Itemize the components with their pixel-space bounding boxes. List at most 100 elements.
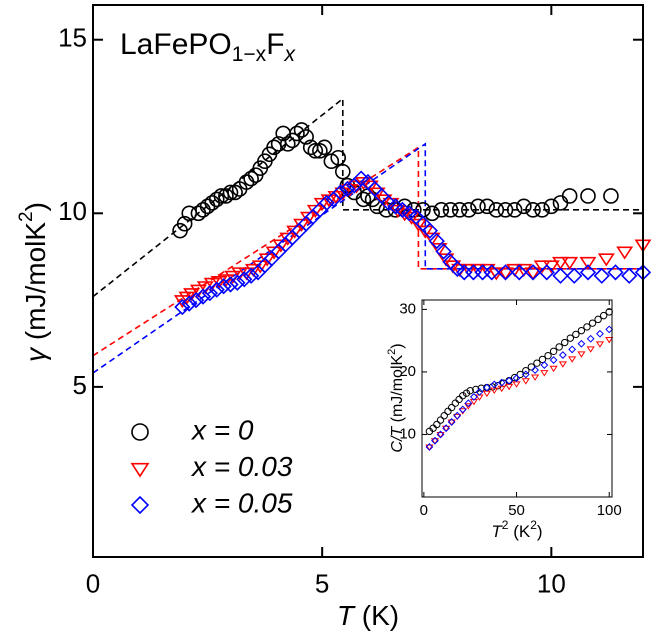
label-part: C/T bbox=[389, 426, 406, 453]
data-point bbox=[440, 411, 448, 420]
data-point bbox=[429, 424, 437, 432]
data-point bbox=[572, 330, 580, 339]
fit-line bbox=[92, 142, 643, 374]
data-point bbox=[577, 339, 586, 348]
data-point bbox=[423, 232, 441, 246]
data-point bbox=[577, 326, 586, 335]
data-point bbox=[435, 243, 452, 260]
data-point bbox=[552, 256, 569, 271]
data-point bbox=[586, 346, 595, 353]
data-point bbox=[568, 345, 577, 354]
data-point bbox=[218, 188, 234, 204]
data-point bbox=[530, 374, 540, 381]
data-point bbox=[464, 399, 473, 408]
data-point bbox=[599, 311, 608, 320]
data-point bbox=[566, 334, 574, 342]
data-point bbox=[334, 163, 351, 180]
data-point bbox=[187, 291, 205, 309]
data-point bbox=[597, 253, 615, 267]
data-point bbox=[469, 263, 487, 277]
data-point bbox=[425, 443, 434, 451]
data-point bbox=[549, 356, 558, 364]
y-tick-label: 30 bbox=[399, 300, 416, 317]
data-point bbox=[552, 195, 569, 211]
label-part: 2 bbox=[16, 211, 37, 222]
data-point bbox=[469, 393, 478, 401]
label-part: γ bbox=[20, 346, 51, 362]
label-part: (K) bbox=[354, 600, 399, 631]
label-part: (mJ/molK bbox=[389, 355, 406, 427]
data-point bbox=[421, 222, 439, 239]
data-point bbox=[330, 149, 347, 166]
data-point bbox=[516, 370, 524, 379]
legend-marker bbox=[131, 423, 149, 441]
data-point bbox=[215, 278, 232, 295]
data-point bbox=[289, 125, 305, 142]
data-point bbox=[533, 359, 541, 367]
data-point bbox=[580, 188, 596, 204]
data-point bbox=[470, 198, 486, 215]
data-point bbox=[436, 430, 445, 439]
data-point bbox=[561, 338, 569, 347]
y-tick-label: 5 bbox=[73, 370, 87, 400]
x-tick-label: 10 bbox=[537, 568, 566, 598]
data-point bbox=[521, 378, 530, 385]
data-point bbox=[555, 343, 563, 351]
data-point bbox=[222, 184, 239, 201]
legend-label: x = 0.03 bbox=[190, 451, 293, 482]
data-point bbox=[603, 188, 619, 204]
data-point bbox=[482, 383, 491, 392]
data-point bbox=[524, 264, 542, 281]
data-point bbox=[279, 136, 296, 152]
data-point bbox=[505, 376, 514, 385]
data-point bbox=[430, 438, 440, 445]
data-point bbox=[579, 264, 597, 281]
data-point bbox=[483, 264, 500, 281]
data-point bbox=[577, 351, 586, 358]
data-point bbox=[552, 267, 569, 284]
data-point bbox=[316, 139, 333, 156]
data-point bbox=[409, 218, 427, 232]
data-point bbox=[460, 263, 478, 277]
data-point bbox=[516, 198, 532, 215]
data-point bbox=[522, 366, 530, 375]
data-point bbox=[605, 336, 614, 344]
data-point bbox=[549, 347, 558, 355]
legend-label: x = 0.05 bbox=[190, 487, 293, 518]
data-point bbox=[181, 295, 198, 312]
data-point bbox=[424, 205, 440, 222]
data-point bbox=[469, 398, 479, 406]
data-point bbox=[447, 419, 456, 426]
data-point bbox=[431, 436, 439, 445]
data-point bbox=[593, 267, 610, 284]
data-point bbox=[466, 386, 474, 395]
x-tick-label: 5 bbox=[315, 568, 329, 598]
data-point bbox=[243, 170, 259, 187]
data-point bbox=[229, 274, 246, 291]
data-point bbox=[506, 202, 523, 218]
data-point bbox=[430, 243, 448, 257]
data-point bbox=[488, 202, 505, 218]
data-point bbox=[436, 416, 445, 424]
data-point bbox=[568, 356, 577, 363]
data-point bbox=[497, 202, 514, 218]
data-point bbox=[332, 184, 349, 201]
data-point bbox=[605, 325, 614, 334]
data-point bbox=[558, 351, 567, 359]
data-point bbox=[459, 391, 467, 400]
data-point bbox=[442, 202, 459, 218]
data-point bbox=[355, 191, 372, 208]
data-point bbox=[208, 191, 225, 208]
data-point bbox=[583, 323, 591, 331]
data-point bbox=[512, 374, 521, 383]
data-point bbox=[312, 143, 328, 159]
data-point bbox=[433, 420, 441, 429]
legend-marker bbox=[130, 462, 150, 478]
y-tick-label: 20 bbox=[399, 363, 416, 380]
data-point bbox=[543, 198, 560, 215]
x-tick-label: 50 bbox=[508, 502, 525, 519]
y-tick-label: 10 bbox=[399, 425, 416, 442]
data-point bbox=[525, 202, 541, 218]
data-point bbox=[462, 389, 471, 397]
